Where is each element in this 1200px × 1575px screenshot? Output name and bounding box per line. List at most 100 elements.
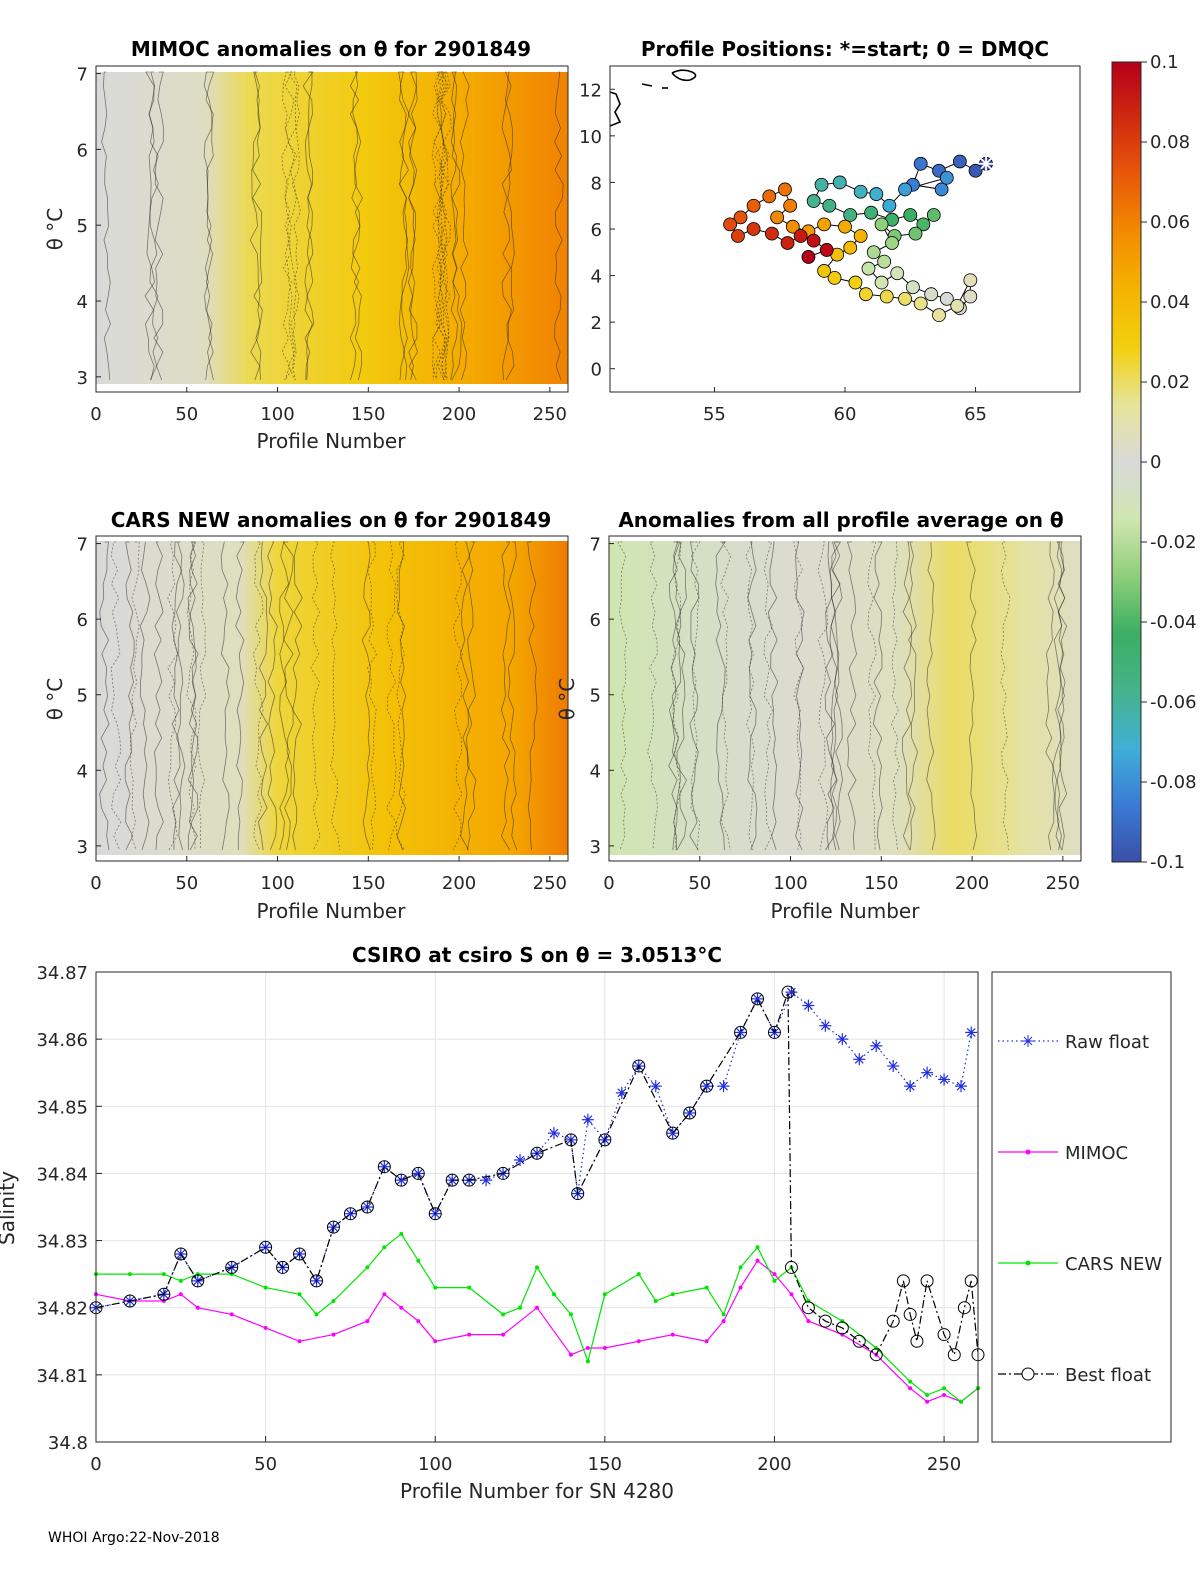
- profile-position-marker: [869, 187, 884, 201]
- profile-position-marker: [861, 261, 876, 276]
- contour-line: [235, 541, 245, 850]
- y-tick-label: 3: [77, 837, 88, 858]
- legend-label: CARS NEW: [1065, 1254, 1162, 1275]
- profile-position-marker: [864, 205, 879, 220]
- sal-y-tick-label: 34.82: [36, 1299, 88, 1320]
- contour-line: [720, 541, 732, 851]
- profile-position-marker: [963, 289, 978, 304]
- profile-position-marker: [746, 198, 761, 213]
- data-point: [925, 1399, 930, 1404]
- contour-line: [292, 541, 303, 851]
- data-point: [191, 1274, 205, 1288]
- profile-position-marker: [801, 250, 816, 264]
- salinity-series: [89, 985, 985, 1404]
- data-point: [530, 1146, 544, 1160]
- start-star-marker: [979, 156, 993, 171]
- profile-position-marker: [843, 208, 858, 222]
- data-point: [734, 1025, 748, 1039]
- data-point: [704, 1339, 709, 1344]
- contour-line: [284, 71, 295, 381]
- data-point: [853, 1053, 866, 1066]
- data-point: [518, 1305, 523, 1310]
- data-point: [310, 1274, 323, 1288]
- data-point: [602, 1292, 607, 1297]
- cars-heatmap-field: [96, 541, 568, 855]
- contour-line: [148, 71, 159, 381]
- x-tick-label: 100: [260, 873, 294, 894]
- series-line: [96, 1233, 979, 1403]
- data-point: [738, 1265, 743, 1270]
- map-x-tick-label: 65: [964, 404, 987, 425]
- sal-x-tick-label: 50: [254, 1454, 277, 1475]
- y-tick-label: 7: [77, 65, 88, 86]
- data-point: [802, 999, 815, 1012]
- data-point: [602, 1346, 607, 1350]
- salinity-title: CSIRO at csiro S on θ = 3.0513°C: [352, 943, 722, 967]
- data-point: [377, 1160, 391, 1174]
- contour-line: [966, 541, 978, 851]
- data-point: [462, 1173, 476, 1187]
- profile-position-marker: [764, 226, 779, 241]
- contour-line: [385, 541, 397, 851]
- contour-line: [282, 541, 294, 851]
- sal-y-tick-label: 34.85: [36, 1097, 88, 1118]
- cars-xlabel: Profile Number: [257, 899, 407, 923]
- contour-line: [139, 541, 151, 851]
- profile-position-marker: [890, 266, 905, 281]
- profile-position-marker: [879, 289, 894, 304]
- data-point: [751, 992, 764, 1006]
- mimoc-xlabel: Profile Number: [257, 429, 407, 453]
- map-y-tick-label: 6: [591, 220, 602, 241]
- data-point: [738, 1285, 743, 1290]
- positions-axes: 55 60 65 12 10 8 6 4 2 0: [579, 80, 987, 425]
- data-point: [670, 1332, 675, 1337]
- data-point: [789, 1292, 794, 1297]
- data-point: [836, 1033, 849, 1046]
- data-point: [178, 1292, 183, 1297]
- contour-line: [452, 541, 463, 851]
- series-best-float: [89, 985, 985, 1362]
- data-point: [959, 1399, 964, 1404]
- profile-position-marker: [853, 229, 868, 243]
- data-point: [942, 1393, 947, 1397]
- x-tick-label: 50: [688, 873, 711, 894]
- contour-line: [352, 71, 363, 381]
- contour-line: [407, 71, 418, 381]
- data-point: [467, 1332, 472, 1337]
- contour-line: [763, 541, 774, 851]
- data-point: [331, 1332, 336, 1337]
- y-tick-label: 3: [590, 837, 601, 858]
- profile-position-marker: [968, 163, 983, 178]
- average-contours: [617, 541, 1068, 851]
- profile-position-marker: [877, 254, 892, 269]
- profile-position-marker: [885, 236, 899, 250]
- x-tick-label: 250: [1046, 873, 1080, 894]
- series-cars-new: [94, 1231, 980, 1404]
- data-point: [904, 1080, 917, 1093]
- colorbar-tick-label: 0.1: [1150, 52, 1179, 73]
- data-point: [947, 1348, 961, 1362]
- colorbar-tick-label: 0.04: [1150, 292, 1190, 313]
- data-point: [649, 1080, 662, 1093]
- data-point: [564, 1133, 578, 1147]
- contour-line: [890, 541, 900, 851]
- contour-line: [554, 71, 564, 381]
- profile-position-marker: [874, 217, 889, 232]
- profile-position-marker: [924, 287, 939, 302]
- legend-label: Raw float: [1065, 1032, 1149, 1053]
- data-point: [416, 1319, 421, 1324]
- data-point: [547, 1127, 560, 1140]
- contour-line: [867, 541, 877, 851]
- data-point: [908, 1386, 913, 1391]
- x-tick-label: 100: [260, 404, 294, 425]
- data-point: [937, 1328, 951, 1342]
- sal-y-tick-label: 34.87: [36, 963, 88, 984]
- data-point: [957, 1301, 971, 1315]
- average-xlabel: Profile Number: [771, 899, 921, 923]
- map-x-tick-label: 60: [834, 404, 857, 425]
- contour-line: [745, 541, 755, 851]
- data-point: [395, 1174, 408, 1187]
- mimoc-anomaly-panel: MIMOC anomalies on θ for 2901849 0 50 100 1…: [43, 37, 569, 453]
- sal-x-tick-label: 150: [588, 1454, 622, 1475]
